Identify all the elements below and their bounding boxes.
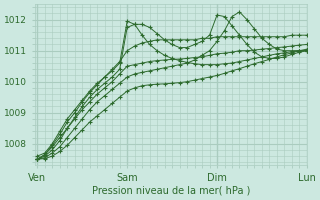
X-axis label: Pression niveau de la mer( hPa ): Pression niveau de la mer( hPa ) — [92, 186, 250, 196]
